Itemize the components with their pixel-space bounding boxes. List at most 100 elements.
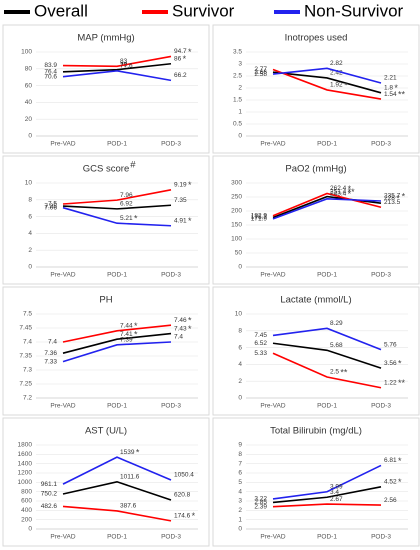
value-label: 83.9: [44, 62, 57, 69]
value-label: 171.9: [251, 216, 268, 223]
value-label: 750.2: [41, 491, 58, 498]
y-tick-label: 0: [238, 526, 242, 533]
value-label: 3.99: [330, 483, 343, 490]
series-line: [62, 324, 172, 343]
value-label: 6.81: [384, 457, 397, 464]
value-label: 2.5: [330, 369, 339, 376]
y-tick-label: 1800: [18, 442, 33, 449]
y-tick-label: 2: [238, 85, 242, 92]
series-line: [62, 341, 172, 363]
x-tick-label: Pre-VAD: [50, 403, 75, 410]
y-tick-label: 40: [25, 99, 33, 106]
x-tick-label: Pre-VAD: [50, 141, 75, 148]
panel-border: [2, 24, 210, 154]
y-tick-label: 1: [238, 516, 242, 523]
series-line: [272, 67, 382, 84]
y-tick-label: 1400: [18, 460, 33, 467]
x-tick-label: POD-3: [371, 272, 391, 279]
series-line: [272, 71, 382, 94]
panel-border: [212, 286, 420, 416]
value-label: 482.6: [41, 503, 58, 510]
value-label: 2.66: [254, 69, 267, 76]
series-line: [62, 204, 172, 210]
x-tick-label: POD-1: [107, 403, 127, 410]
value-label: 5.21: [120, 215, 133, 222]
value-label: 7.44: [120, 323, 133, 330]
value-label: 7.36: [44, 350, 57, 357]
significance-mark: *: [134, 321, 138, 331]
value-label: 5.33: [254, 350, 267, 357]
y-tick-label: 7.35: [19, 353, 32, 360]
value-label: 961.1: [41, 481, 58, 488]
y-tick-label: 0: [28, 133, 32, 140]
panel-border: [2, 417, 210, 547]
value-label: 2.56: [384, 497, 397, 504]
series-line: [272, 192, 382, 217]
x-tick-label: Pre-VAD: [50, 534, 75, 541]
significance-mark: *: [192, 511, 196, 521]
significance-mark: *: [188, 216, 192, 226]
significance-mark: *: [396, 194, 400, 204]
value-label: 228: [384, 195, 395, 202]
series-line: [62, 505, 172, 522]
y-tick-label: 600: [21, 498, 32, 505]
panel-title: PH: [99, 295, 112, 306]
x-tick-label: POD-1: [107, 534, 127, 541]
y-tick-label: 7: [238, 460, 242, 467]
value-label: 7.5: [48, 201, 57, 208]
title-mark: #: [130, 160, 136, 171]
value-label: 7.46: [174, 317, 187, 324]
x-tick-label: POD-1: [107, 141, 127, 148]
value-label: 83: [120, 58, 128, 65]
value-label: 174.6: [174, 513, 191, 520]
significance-mark: *: [188, 180, 192, 190]
y-tick-label: 6: [238, 470, 242, 477]
x-tick-label: Pre-VAD: [260, 534, 285, 541]
value-label: 2.39: [254, 503, 267, 510]
x-tick-label: POD-3: [161, 534, 181, 541]
y-tick-label: 7.3: [23, 367, 32, 374]
value-label: 6.92: [120, 201, 133, 208]
significance-mark: *: [188, 324, 192, 334]
value-label: 94.7: [174, 48, 187, 55]
value-label: 235.7: [384, 193, 401, 200]
value-label: 1.92: [330, 82, 343, 89]
value-label: 5.76: [384, 341, 397, 348]
x-tick-label: POD-3: [371, 141, 391, 148]
value-label: 2.67: [330, 496, 343, 503]
value-label: 86: [174, 55, 182, 62]
series-line: [272, 327, 382, 351]
value-label: 1.8: [384, 85, 393, 92]
x-tick-label: POD-1: [317, 272, 337, 279]
series-line: [272, 342, 382, 369]
y-tick-label: 60: [25, 82, 33, 89]
significance-mark: *: [348, 189, 352, 199]
value-label: 7.45: [254, 332, 267, 339]
value-label: 7.4: [174, 334, 183, 341]
y-tick-label: 2: [28, 247, 32, 254]
series-line: [272, 198, 382, 220]
x-tick-label: Pre-VAD: [50, 272, 75, 279]
value-label: 176.7: [251, 214, 268, 221]
value-label: 3.22: [254, 496, 267, 503]
y-tick-label: 200: [231, 208, 242, 215]
significance-mark: *: [134, 330, 138, 340]
y-tick-label: 300: [231, 180, 242, 187]
significance-mark: *: [188, 316, 192, 326]
value-label: 2.77: [254, 66, 267, 73]
legend-label: Non-Survivor: [304, 1, 404, 20]
y-tick-label: 400: [21, 507, 32, 514]
value-label: 7.06: [44, 204, 57, 211]
value-label: 387.6: [120, 503, 137, 510]
panel-title: AST (U/L): [85, 426, 127, 437]
value-label: 2.85: [254, 499, 267, 506]
y-tick-label: 10: [25, 180, 33, 187]
panel-border: [2, 155, 210, 285]
x-tick-label: POD-3: [371, 403, 391, 410]
value-label: 7.41: [120, 331, 133, 338]
y-tick-label: 0: [238, 133, 242, 140]
value-label: 251.4: [330, 188, 347, 195]
significance-mark: **: [398, 378, 406, 388]
x-tick-label: POD-1: [317, 403, 337, 410]
